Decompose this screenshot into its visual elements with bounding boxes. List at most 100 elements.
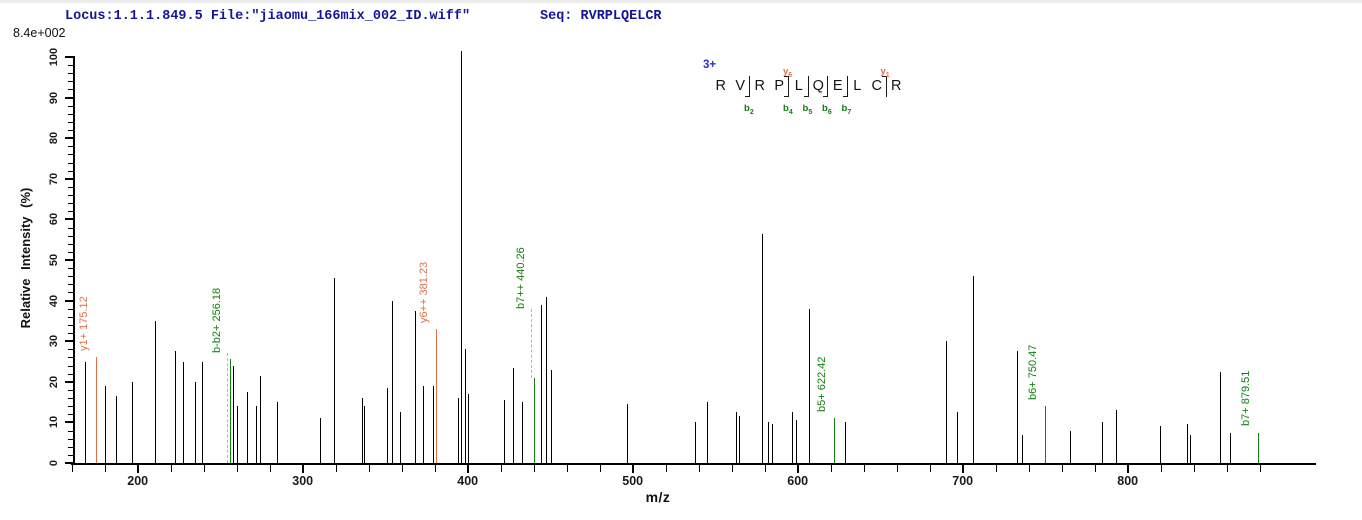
x-minor-tick xyxy=(896,465,898,472)
peak xyxy=(132,381,134,463)
peak xyxy=(1070,430,1072,463)
peak xyxy=(945,341,947,463)
x-minor-tick xyxy=(566,465,568,472)
residue-letter: E xyxy=(832,78,843,94)
peak xyxy=(256,406,257,463)
b-ion-label: b7 xyxy=(841,103,852,116)
fragment-peak xyxy=(1258,432,1260,463)
x-minor-tick xyxy=(104,465,106,472)
y-minor-tick xyxy=(68,446,73,448)
y-minor-tick xyxy=(68,414,73,416)
y-minor-tick xyxy=(68,81,73,83)
y-minor-tick xyxy=(68,73,73,75)
peak xyxy=(276,402,278,463)
label-connector-dashed-line xyxy=(531,308,533,378)
x-tick-label: 700 xyxy=(952,474,974,488)
y-minor-tick xyxy=(68,130,73,132)
peak xyxy=(246,391,248,463)
fragment-label: y1+ 175.12 xyxy=(77,296,90,352)
x-minor-tick xyxy=(71,465,73,472)
y-tick-label: 50 xyxy=(48,253,60,267)
y-major-tick xyxy=(65,137,73,140)
peak xyxy=(541,304,543,463)
peak xyxy=(361,398,363,463)
x-tick-label: 300 xyxy=(292,474,314,488)
residue-cell: V xyxy=(731,78,751,95)
peak xyxy=(504,400,506,463)
y-minor-tick xyxy=(68,357,73,359)
fragment-label: b6+ 750.47 xyxy=(1026,344,1039,401)
residue-letter: V xyxy=(735,78,746,94)
peak xyxy=(694,422,696,463)
y-minor-tick xyxy=(68,195,73,197)
y-tick-label: 70 xyxy=(48,172,60,185)
x-minor-tick xyxy=(203,465,205,472)
b-ion-foot xyxy=(823,96,827,97)
peak xyxy=(792,412,794,463)
fragment-boundary-bar xyxy=(788,76,789,97)
peak xyxy=(546,296,548,463)
residue-letter: Q xyxy=(812,78,824,94)
y-minor-tick xyxy=(68,284,73,286)
peak xyxy=(183,361,185,463)
residue-letter: R xyxy=(715,78,726,94)
y-minor-tick xyxy=(68,113,73,115)
peak xyxy=(1229,432,1231,463)
x-minor-tick xyxy=(698,465,700,472)
y-minor-tick xyxy=(68,154,73,156)
fragment-boundary-bar xyxy=(846,76,848,97)
y-minor-tick xyxy=(68,211,73,213)
fragment-label: b-b2+ 256.18 xyxy=(211,288,224,354)
y-major-tick xyxy=(65,96,73,99)
fragment-boundary-bar xyxy=(827,76,828,97)
x-major-tick xyxy=(961,465,964,473)
peak xyxy=(364,406,366,463)
peak xyxy=(85,361,87,463)
peak xyxy=(387,387,389,463)
x-major-tick xyxy=(631,465,634,473)
y-minor-tick xyxy=(68,389,73,391)
x-tick-label: 500 xyxy=(622,474,644,488)
b-ion-label: b4 xyxy=(783,103,793,116)
spectrum-plot-area[interactable]: 200 300 400 500 600 700 800 0 10 20 30 40 50 60 70 80 90… xyxy=(48,48,1316,488)
fragment-peak xyxy=(436,329,438,463)
y-major-tick xyxy=(65,56,73,58)
b-ion-foot xyxy=(745,96,749,97)
x-tick-label: 200 xyxy=(127,474,149,488)
x-minor-tick xyxy=(170,465,172,472)
peak xyxy=(736,412,738,463)
y-tick-label: 20 xyxy=(48,375,60,388)
fragment-boundary-bar xyxy=(885,76,887,97)
y-minor-tick xyxy=(68,121,73,123)
y-tick-label: 0 xyxy=(48,459,60,467)
y-ion-foot xyxy=(881,76,886,77)
y-major-tick xyxy=(65,462,73,464)
peak xyxy=(808,308,810,463)
y-minor-tick xyxy=(68,316,73,318)
x-minor-tick xyxy=(434,465,436,472)
residue-cell: R xyxy=(711,78,731,95)
y-minor-tick xyxy=(68,105,73,107)
peak xyxy=(707,402,709,463)
residue-letter: L xyxy=(853,78,862,94)
fragment-boundary-bar xyxy=(749,76,750,97)
peak xyxy=(155,320,157,463)
x-major-tick xyxy=(136,465,139,473)
x-minor-tick xyxy=(731,465,733,472)
b-ion-label: b2 xyxy=(744,103,754,116)
peak xyxy=(768,422,770,463)
y-minor-tick xyxy=(68,430,73,432)
peak xyxy=(320,418,322,463)
residue-letter: R xyxy=(754,78,765,94)
y-minor-tick xyxy=(68,373,73,375)
fragment-peak xyxy=(834,418,836,463)
peak xyxy=(464,349,466,463)
peak xyxy=(468,393,470,463)
b-ion-foot xyxy=(842,96,847,97)
y-minor-tick xyxy=(68,186,73,188)
peak xyxy=(972,276,974,463)
